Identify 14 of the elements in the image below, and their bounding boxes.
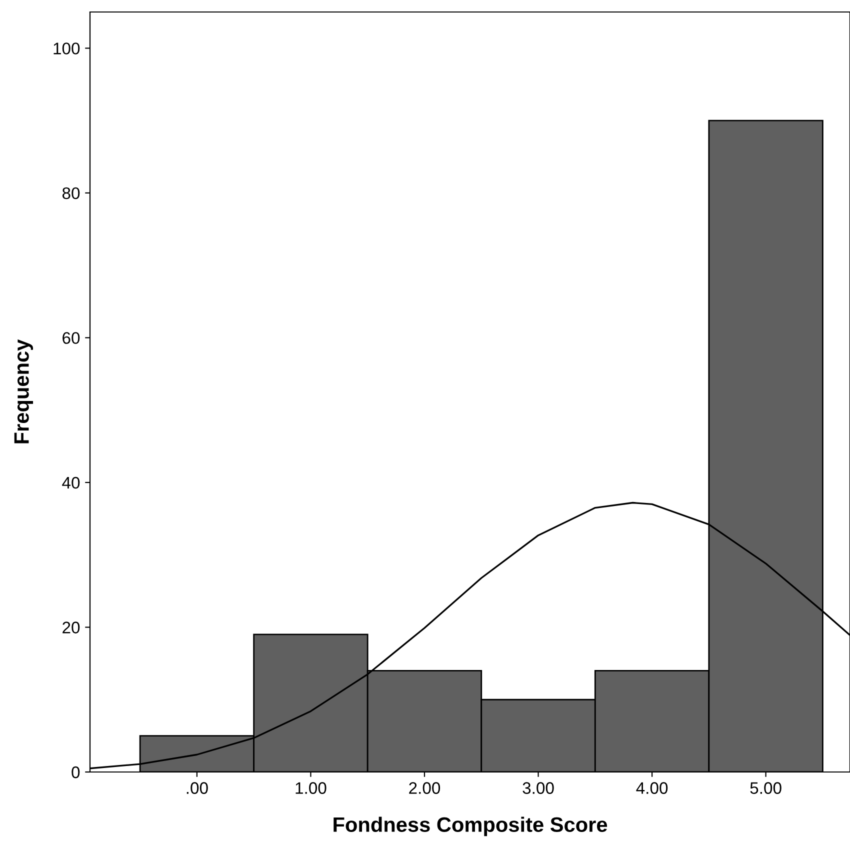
x-tick-label: 4.00 <box>636 782 668 794</box>
y-axis-title: Frequency <box>14 339 34 444</box>
y-tick-label: 20 <box>62 622 80 634</box>
x-tick-label: 3.00 <box>522 782 554 794</box>
x-tick-label: .00 <box>186 782 208 794</box>
y-tick-label: 40 <box>62 476 80 489</box>
y-tick-label: 100 <box>54 42 80 54</box>
x-axis-title: Fondness Composite Score <box>334 816 608 836</box>
y-tick-label: 0 <box>72 766 80 778</box>
y-tick-label: 60 <box>62 332 80 344</box>
x-tick-label: 5.00 <box>750 782 782 794</box>
x-tick-label: 2.00 <box>409 782 440 794</box>
y-tick-label: 80 <box>62 187 80 200</box>
x-tick-label: 1.00 <box>296 782 326 794</box>
